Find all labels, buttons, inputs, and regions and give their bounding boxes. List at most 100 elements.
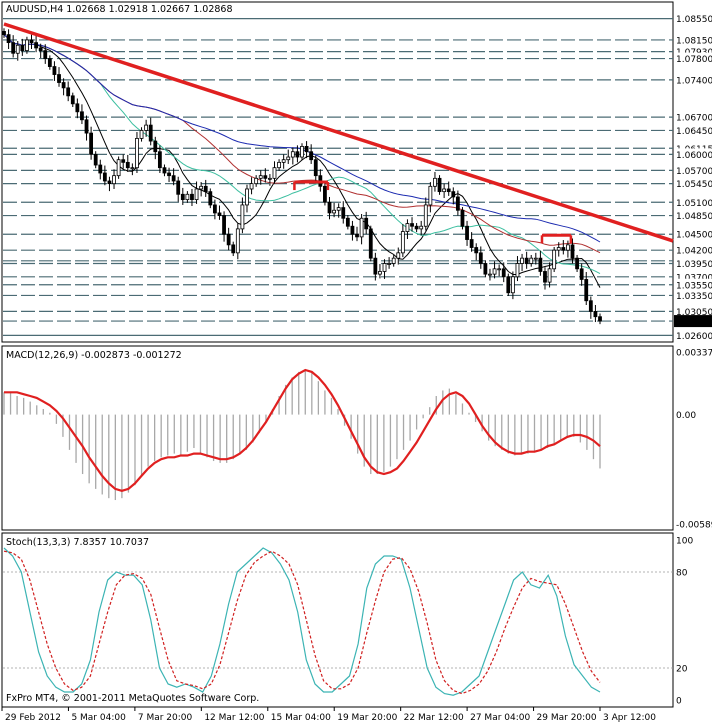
- candle-body: [437, 177, 442, 193]
- candle-body: [148, 124, 153, 142]
- candle-body: [309, 151, 314, 161]
- price-candles: [2, 28, 602, 325]
- price-label-box: [674, 12, 712, 25]
- stoch-lines: [3, 547, 601, 696]
- candle-body: [272, 167, 277, 179]
- x-tick-label: 12 Mar 12:00: [204, 713, 264, 723]
- candle-body: [245, 188, 249, 206]
- price-label-box: [674, 177, 712, 190]
- candle-body: [34, 42, 38, 49]
- candle-body: [538, 257, 543, 272]
- candle-body: [254, 177, 259, 185]
- candle-body: [130, 167, 135, 170]
- candle-body: [446, 188, 451, 193]
- candle-body: [300, 145, 304, 158]
- candle-body: [268, 177, 272, 180]
- candle-body: [43, 50, 48, 59]
- price-label: 1.06700: [676, 114, 712, 124]
- candle-body: [89, 132, 94, 155]
- candle-body: [231, 244, 236, 254]
- candle-body: [506, 276, 511, 294]
- candle-body: [323, 185, 327, 203]
- macd-scale-label: -0.00589: [676, 521, 712, 531]
- candle-body: [277, 161, 281, 169]
- candle-body: [226, 233, 231, 246]
- candle-body: [295, 151, 300, 158]
- price-label: 1.06450: [676, 127, 712, 137]
- price-label-box: [674, 33, 712, 46]
- x-tick-label: 27 Mar 04:00: [470, 713, 530, 723]
- candle-body: [11, 42, 16, 54]
- candle-body: [194, 188, 199, 201]
- price-label-box: [674, 278, 712, 291]
- candle-body: [410, 223, 414, 227]
- candle-body: [593, 310, 598, 318]
- macd-scale: 0.00337 0.00 -0.00589: [676, 349, 712, 531]
- price-label: 1.03050: [676, 308, 712, 318]
- candle-body: [396, 252, 401, 259]
- candle-body: [61, 82, 66, 89]
- candle-body: [332, 209, 336, 214]
- candle-body: [235, 228, 240, 254]
- candle-body: [258, 175, 263, 179]
- macd-signal: [4, 368, 601, 492]
- candle-body: [176, 180, 181, 195]
- candle-body: [451, 191, 456, 198]
- candle-body: [391, 257, 396, 264]
- price-label: 1.04850: [676, 212, 712, 222]
- candle-body: [25, 39, 29, 51]
- stoch-panel-frame: [1, 532, 674, 708]
- price-label-box: [674, 52, 712, 65]
- candle-body: [249, 183, 254, 190]
- price-label-box: [674, 315, 712, 328]
- candle-body: [524, 257, 529, 264]
- price-label: 1.07800: [676, 55, 712, 65]
- price-label-box: [674, 329, 712, 342]
- candle-body: [157, 151, 162, 169]
- candle-body: [364, 217, 369, 230]
- candle-body: [171, 175, 176, 182]
- candle-body: [588, 300, 593, 312]
- candle-body: [75, 103, 80, 113]
- price-panel-frame: [1, 1, 674, 343]
- candle-body: [488, 273, 492, 276]
- candle-body: [423, 204, 428, 227]
- candle-body: [240, 204, 245, 230]
- macd-panel-title: MACD(12,26,9) -0.002873 -0.001272: [6, 350, 182, 361]
- price-panel-title: AUDUSD,H4 1.02668 1.02918 1.02667 1.0286…: [6, 4, 233, 15]
- candle-body: [52, 66, 57, 75]
- candle-body: [474, 247, 479, 254]
- candle-body: [304, 145, 309, 153]
- candle-body: [419, 225, 424, 230]
- price-label: 1.04200: [676, 247, 712, 257]
- price-label: 1.03550: [676, 281, 712, 291]
- candle-body: [98, 164, 103, 174]
- candle-body: [570, 244, 575, 259]
- candle-body: [556, 247, 561, 251]
- candle-body: [222, 215, 226, 235]
- candle-body: [199, 185, 204, 190]
- stoch-scale-label: 20: [676, 665, 688, 675]
- candle-body: [442, 188, 447, 193]
- candle-body: [492, 268, 497, 275]
- price-label-box: [674, 73, 712, 86]
- candle-body: [102, 172, 107, 182]
- candle-body: [112, 175, 116, 185]
- candle-body: [483, 263, 488, 275]
- candle-body: [350, 225, 355, 235]
- candle-body: [29, 39, 34, 44]
- price-label-box: [674, 148, 712, 161]
- x-tick-label: 29 Feb 2012: [5, 713, 61, 723]
- candle-body: [552, 249, 557, 270]
- candle-body: [203, 185, 208, 193]
- stoch-signal-line: [3, 550, 601, 695]
- candle-body: [561, 247, 566, 251]
- candle-body: [382, 263, 387, 272]
- candle-body: [286, 156, 291, 161]
- candle-body: [84, 119, 89, 134]
- stoch-panel: 100 80 20 0 Stoch(13,3,3) 7.8357 10.7037 Fx…: [1, 532, 693, 708]
- candle-body: [167, 172, 171, 177]
- candle-body: [47, 58, 52, 67]
- candle-body: [93, 153, 98, 166]
